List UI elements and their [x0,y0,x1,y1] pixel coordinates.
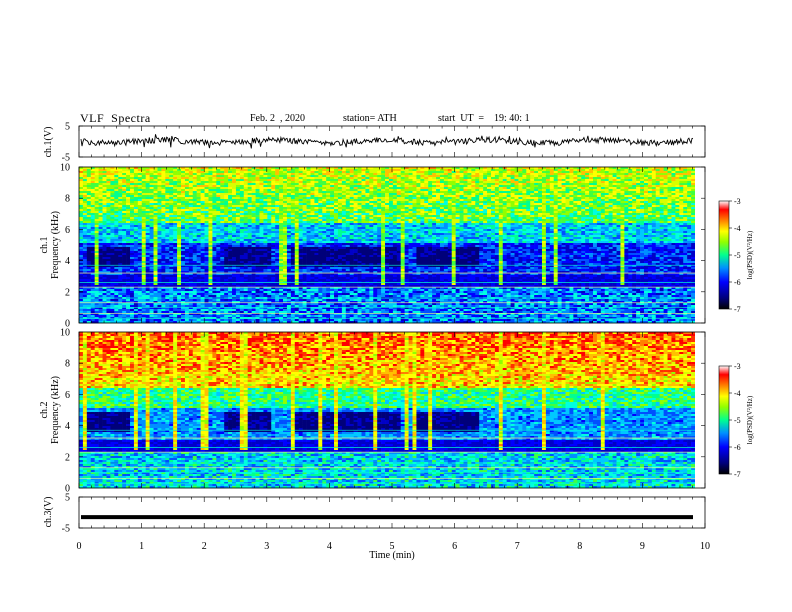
ch2-colorbar-tick-label: -7 [734,470,741,479]
ch2-spectrogram-ylabel-channel: ch.2 [39,402,50,419]
x-tick-label: 0 [77,541,82,552]
ch2-colorbar-tick-label: -5 [734,416,741,425]
ch2-spectrogram-ytick-label: 2 [65,452,70,463]
ch1-colorbar-tick-label: -7 [734,305,741,314]
x-tick-label: 1 [139,541,144,552]
x-tick-label: 2 [202,541,207,552]
ch2-colorbar-label: log(PSD)(V²/Hz) [746,395,754,444]
ch2-spectrogram-image [79,332,705,488]
x-tick-label: 8 [577,541,582,552]
ch2-spectrogram-ytick-label: 4 [65,421,70,432]
ch3-waveform-ytick-label: 5 [65,493,70,504]
ch2-spectrogram-ylabel-frequency: Frequency (kHz) [50,376,61,444]
ch2-spectrogram-ytick-label: 6 [65,390,70,401]
ch2-spectrogram-ytick-label: 10 [60,328,70,339]
ch1-colorbar-tick-label: -6 [734,278,741,287]
ch1-spectrogram-ytick-label: 10 [60,163,70,174]
x-tick-label: 6 [452,541,457,552]
ch2-spectrogram-ytick-label: 8 [65,359,70,370]
x-tick-label: 3 [264,541,269,552]
ch2-colorbar-tick-label: -4 [734,389,741,398]
ch1-waveform-ytick-label: 5 [65,122,70,133]
ch1-colorbar-tick-label: -4 [734,224,741,233]
ch2-colorbar-tick-label: -6 [734,443,741,452]
ch1-spectrogram-ytick-label: 6 [65,225,70,236]
x-tick-label: 7 [515,541,520,552]
ch1-spectrogram-ylabel-channel: ch.1 [39,237,50,254]
ch1-colorbar [719,201,729,309]
ch1-spectrogram-ylabel-frequency: Frequency (kHz) [50,211,61,279]
ch1-colorbar-tick-label: -3 [734,197,741,206]
ch1-colorbar-label: log(PSD)(V²/Hz) [746,230,754,279]
x-axis-label: Time (min) [369,550,414,561]
ch1-spectrogram-ytick-label: 2 [65,287,70,298]
ch2-colorbar [719,366,729,474]
x-tick-label: 4 [327,541,332,552]
ch1-colorbar-tick-label: -5 [734,251,741,260]
ch2-colorbar-tick-label: -3 [734,362,741,371]
x-tick-label: 10 [700,541,710,552]
ch1-spectrogram-ytick-label: 4 [65,256,70,267]
ch1-waveform-line [81,134,693,148]
x-tick-label: 9 [640,541,645,552]
ch3-waveform-ylabel: ch.3(V) [43,497,54,528]
ch1-spectrogram-ytick-label: 8 [65,194,70,205]
ch1-spectrogram-image [79,167,705,323]
ch1-waveform-ylabel: ch.1(V) [43,127,54,158]
ch3-waveform-ytick-label: -5 [62,524,70,535]
